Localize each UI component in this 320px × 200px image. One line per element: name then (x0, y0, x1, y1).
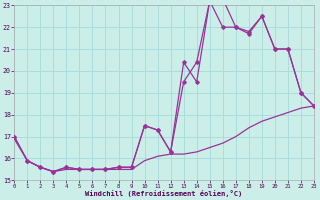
X-axis label: Windchill (Refroidissement éolien,°C): Windchill (Refroidissement éolien,°C) (85, 190, 243, 197)
